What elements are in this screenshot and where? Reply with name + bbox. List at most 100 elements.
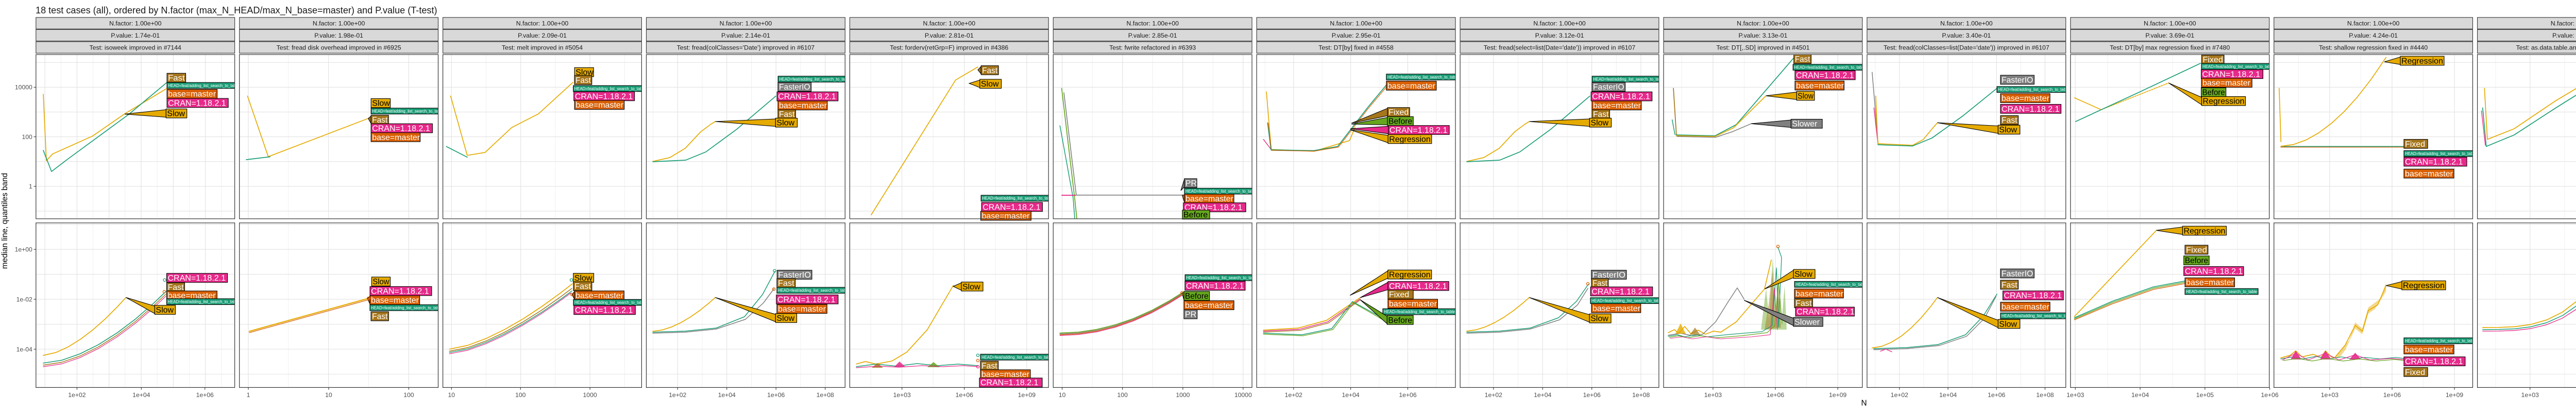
svg-text:1e+05: 1e+05 — [2196, 391, 2214, 399]
svg-text:Slow: Slow — [1798, 92, 1814, 101]
svg-text:1e+06: 1e+06 — [767, 391, 785, 399]
svg-text:Fast: Fast — [372, 116, 388, 125]
svg-text:N.factor: 1.00e+00: N.factor: 1.00e+00 — [923, 20, 976, 27]
svg-text:1: 1 — [29, 183, 32, 190]
svg-text:HEAD=feat/adding_list_search_t: HEAD=feat/adding_list_search_to_table — [1384, 309, 1455, 314]
svg-text:Slow: Slow — [981, 80, 999, 89]
svg-text:P.value: 1.98e-01: P.value: 1.98e-01 — [314, 32, 363, 39]
svg-text:base=master: base=master — [372, 133, 420, 142]
svg-text:1e+09: 1e+09 — [1829, 391, 1846, 399]
svg-text:Test: DT[,.SD] improved in #45: Test: DT[,.SD] improved in #4501 — [1716, 44, 1809, 51]
svg-text:Regression: Regression — [1389, 271, 1431, 280]
svg-text:Test: melt improved in #5054: Test: melt improved in #5054 — [502, 44, 583, 51]
svg-text:10: 10 — [1059, 391, 1066, 399]
svg-text:1e+03: 1e+03 — [1704, 391, 1722, 399]
svg-text:FasterIO: FasterIO — [2002, 269, 2033, 278]
svg-text:N.factor: 1.00e+00: N.factor: 1.00e+00 — [516, 20, 569, 27]
svg-text:100: 100 — [515, 391, 526, 399]
svg-text:Test: fwrite refactored in #63: Test: fwrite refactored in #6393 — [1109, 44, 1196, 51]
svg-text:HEAD=feat/adding_list_search_t: HEAD=feat/adding_list_search_to_table — [1795, 282, 1867, 287]
svg-text:CRAN=1.18.2.1: CRAN=1.18.2.1 — [980, 379, 1039, 387]
svg-text:CRAN=1.18.2.1: CRAN=1.18.2.1 — [1389, 282, 1447, 291]
svg-text:P.value: 4.24e-01: P.value: 4.24e-01 — [2349, 32, 2398, 39]
svg-text:base=master: base=master — [2405, 170, 2453, 179]
svg-text:1e+06: 1e+06 — [1399, 391, 1416, 399]
svg-text:Slow: Slow — [962, 283, 980, 291]
svg-text:HEAD=feat/adding_list_search_t: HEAD=feat/adding_list_search_to_table — [2202, 64, 2274, 69]
svg-text:CRAN=1.18.2.1: CRAN=1.18.2.1 — [1389, 126, 1448, 135]
svg-text:Regression: Regression — [2401, 57, 2443, 65]
svg-text:Test: fread disk overhead impr: Test: fread disk overhead improved in #6… — [277, 44, 401, 51]
svg-text:1e+02: 1e+02 — [68, 391, 86, 399]
svg-text:10: 10 — [448, 391, 455, 399]
svg-text:1e+09: 1e+09 — [1018, 391, 1036, 399]
svg-text:Fast: Fast — [1592, 279, 1607, 288]
svg-text:1e-02: 1e-02 — [16, 296, 32, 303]
svg-text:HEAD=feat/adding_list_search_t: HEAD=feat/adding_list_search_to_table — [168, 299, 239, 304]
svg-text:N: N — [1861, 399, 1867, 408]
svg-text:Fast: Fast — [1795, 299, 1812, 308]
svg-text:1e+06: 1e+06 — [2383, 391, 2401, 399]
svg-text:1e+03: 1e+03 — [893, 391, 911, 399]
svg-text:1e+04: 1e+04 — [1534, 391, 1551, 399]
svg-text:base=master: base=master — [778, 305, 826, 314]
svg-text:CRAN=1.18.2.1: CRAN=1.18.2.1 — [1797, 308, 1855, 317]
svg-text:FasterIO: FasterIO — [1593, 83, 1624, 92]
svg-text:1e+08: 1e+08 — [2036, 391, 2054, 399]
svg-text:N.factor: 1.00e+00: N.factor: 1.00e+00 — [1737, 20, 1789, 27]
svg-text:Slow: Slow — [575, 68, 594, 77]
svg-text:N.factor: 1.00e+00: N.factor: 1.00e+00 — [1940, 20, 1993, 27]
svg-text:P.value: 3.12e-01: P.value: 3.12e-01 — [1535, 32, 1584, 39]
svg-text:P.value: 3.40e-01: P.value: 3.40e-01 — [1942, 32, 1991, 39]
svg-text:PR: PR — [1185, 179, 1197, 188]
svg-text:Test: forderv(retGrp=F) improv: Test: forderv(retGrp=F) improved in #438… — [890, 44, 1008, 51]
svg-text:Test: as.data.table.array impr: Test: as.data.table.array improved in #7… — [2516, 44, 2576, 51]
svg-text:HEAD=feat/adding_list_search_t: HEAD=feat/adding_list_search_to_table — [1591, 298, 1663, 303]
svg-text:base=master: base=master — [981, 370, 1030, 379]
svg-text:Before: Before — [1388, 316, 1412, 325]
svg-text:CRAN=1.18.2.1: CRAN=1.18.2.1 — [2004, 291, 2062, 300]
svg-text:Test: DT[by] fixed in #4558: Test: DT[by] fixed in #4558 — [1318, 44, 1394, 51]
svg-text:P.value: 3.69e-01: P.value: 3.69e-01 — [2145, 32, 2194, 39]
svg-text:Fast: Fast — [168, 74, 185, 83]
svg-text:base=master: base=master — [1389, 300, 1437, 308]
svg-text:1e+02: 1e+02 — [669, 391, 686, 399]
svg-text:CRAN=1.18.2.1: CRAN=1.18.2.1 — [2405, 357, 2463, 366]
svg-text:P.value: 4.75e-01: P.value: 4.75e-01 — [2552, 32, 2576, 39]
svg-text:N.factor: 1.00e+00: N.factor: 1.00e+00 — [2144, 20, 2196, 27]
svg-text:Slower: Slower — [1794, 318, 1820, 327]
svg-text:median line, quantiles band: median line, quantiles band — [1, 173, 9, 269]
svg-text:CRAN=1.18.2.1: CRAN=1.18.2.1 — [1592, 93, 1650, 101]
svg-text:P.value: 2.14e-01: P.value: 2.14e-01 — [721, 32, 770, 39]
svg-text:HEAD=feat/adding_list_search_t: HEAD=feat/adding_list_search_to_table — [2002, 313, 2073, 318]
svg-text:1e+06: 1e+06 — [1767, 391, 1784, 399]
svg-text:CRAN=1.18.2.1: CRAN=1.18.2.1 — [1591, 287, 1650, 296]
svg-text:CRAN=1.18.2.1: CRAN=1.18.2.1 — [372, 125, 430, 133]
svg-text:CRAN=1.18.2.1: CRAN=1.18.2.1 — [371, 287, 429, 296]
svg-text:base=master: base=master — [982, 212, 1030, 220]
svg-text:Slow: Slow — [776, 314, 794, 323]
svg-text:N.factor: 1.00e+00: N.factor: 1.00e+00 — [1126, 20, 1179, 27]
svg-text:Slow: Slow — [372, 99, 390, 108]
svg-text:HEAD=feat/adding_list_search_t: HEAD=feat/adding_list_search_to_table — [168, 83, 239, 88]
svg-text:Fast: Fast — [981, 362, 997, 370]
svg-text:base=master: base=master — [1185, 195, 1234, 203]
svg-text:CRAN=1.18.2.1: CRAN=1.18.2.1 — [575, 306, 633, 315]
svg-text:Slow: Slow — [167, 110, 185, 118]
svg-text:FasterIO: FasterIO — [779, 83, 810, 92]
svg-text:N.factor: 1.00e+00: N.factor: 1.00e+00 — [2347, 20, 2400, 27]
svg-text:HEAD=feat/adding_list_search_t: HEAD=feat/adding_list_search_to_table — [1186, 275, 1257, 280]
svg-text:Before: Before — [2185, 256, 2208, 265]
svg-text:base=master: base=master — [575, 101, 624, 110]
svg-text:CRAN=1.18.2.1: CRAN=1.18.2.1 — [575, 92, 633, 101]
svg-text:Fixed: Fixed — [2186, 246, 2207, 254]
svg-text:1e+06: 1e+06 — [956, 391, 973, 399]
svg-text:1e+08: 1e+08 — [1632, 391, 1650, 399]
svg-text:base=master: base=master — [2405, 346, 2453, 354]
svg-text:Fast: Fast — [372, 313, 388, 321]
svg-text:Slow: Slow — [1999, 320, 2017, 329]
svg-text:1e+06: 1e+06 — [196, 391, 214, 399]
svg-text:base=master: base=master — [2002, 94, 2050, 103]
svg-text:HEAD=feat/adding_list_search_t: HEAD=feat/adding_list_search_to_table — [1794, 64, 1865, 70]
svg-text:1000: 1000 — [1176, 391, 1190, 399]
